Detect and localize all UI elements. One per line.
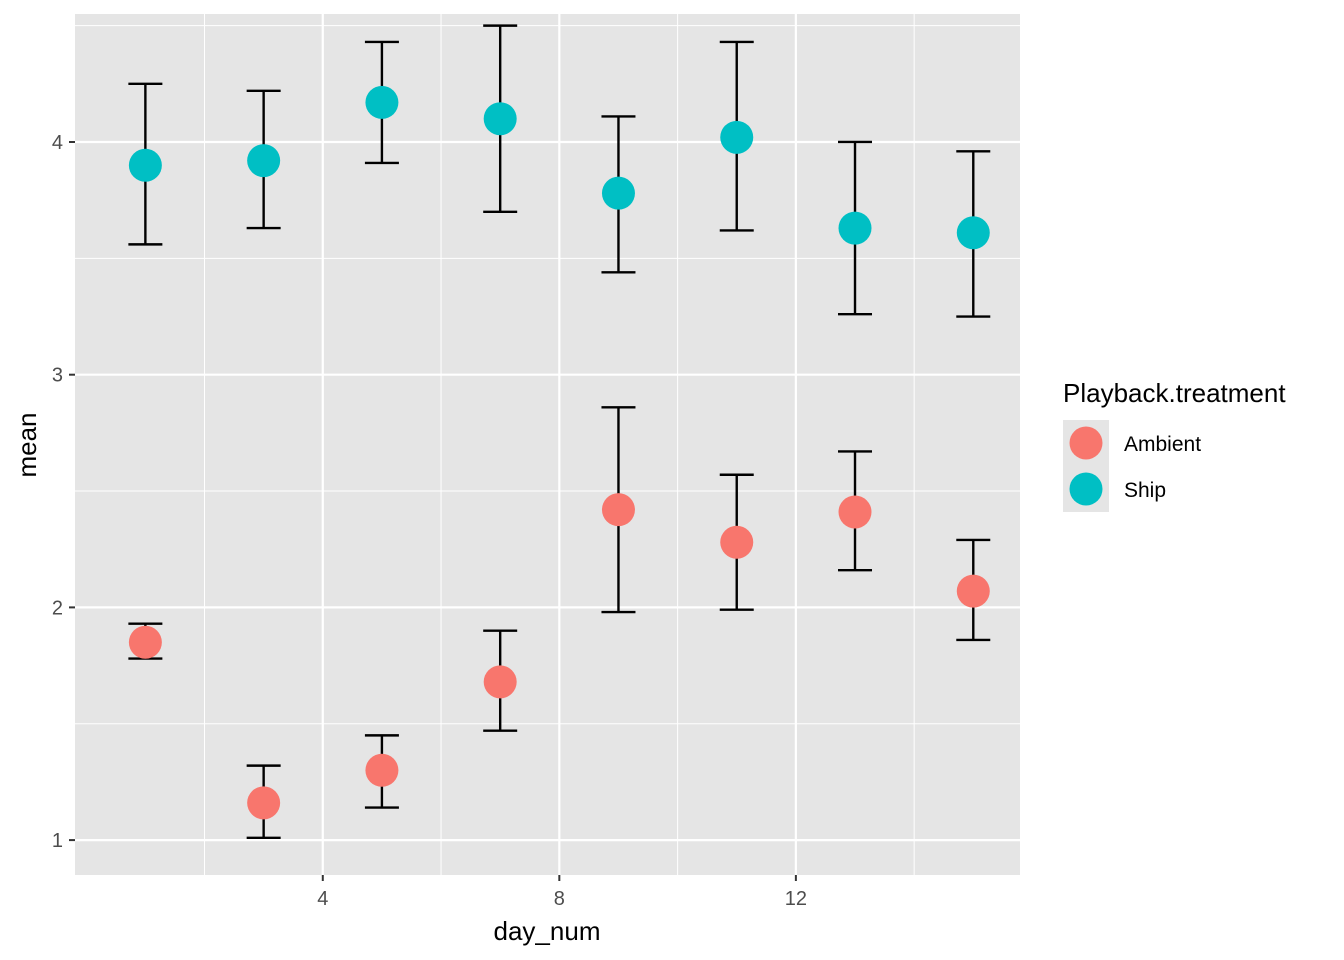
point-ship xyxy=(838,211,872,245)
point-ambient xyxy=(247,786,281,820)
legend-title: Playback.treatment xyxy=(1063,378,1286,408)
legend-swatch xyxy=(1069,472,1103,506)
point-ship xyxy=(601,176,635,210)
point-ship xyxy=(365,85,399,119)
point-ship xyxy=(720,120,754,154)
x-tick-label: 8 xyxy=(554,888,565,910)
plot-panel xyxy=(75,14,1020,875)
point-ambient xyxy=(956,574,990,608)
point-ship xyxy=(247,144,281,178)
point-ambient xyxy=(720,525,754,559)
y-tick-label: 2 xyxy=(52,597,63,619)
legend-label: Ship xyxy=(1124,479,1166,502)
y-axis: 1 2 3 4 xyxy=(52,132,75,852)
minor-gridlines xyxy=(75,14,1020,875)
point-ship xyxy=(128,148,162,182)
legend-label: Ambient xyxy=(1124,433,1201,456)
point-ambient xyxy=(601,493,635,527)
legend: Playback.treatment Ambient Ship xyxy=(1063,378,1286,512)
legend-item-ambient: Ambient xyxy=(1063,420,1201,466)
y-axis-label: mean xyxy=(12,412,42,477)
y-tick-label: 3 xyxy=(52,365,63,387)
point-ship xyxy=(956,216,990,250)
x-tick-label: 4 xyxy=(317,888,328,910)
point-ship xyxy=(483,102,517,136)
point-ambient xyxy=(838,495,872,529)
y-tick-label: 1 xyxy=(52,830,63,852)
x-tick-label: 12 xyxy=(785,888,807,910)
point-ambient xyxy=(128,625,162,659)
y-tick-label: 4 xyxy=(52,132,63,154)
legend-item-ship: Ship xyxy=(1063,466,1166,512)
point-ambient xyxy=(483,665,517,699)
x-axis: 4 8 12 xyxy=(317,875,807,910)
legend-swatch xyxy=(1069,426,1103,460)
legend-items: Ambient Ship xyxy=(1063,420,1201,512)
x-axis-label: day_num xyxy=(494,916,601,946)
major-gridlines xyxy=(75,14,1020,875)
data-points xyxy=(128,85,990,820)
point-ambient xyxy=(365,753,399,787)
